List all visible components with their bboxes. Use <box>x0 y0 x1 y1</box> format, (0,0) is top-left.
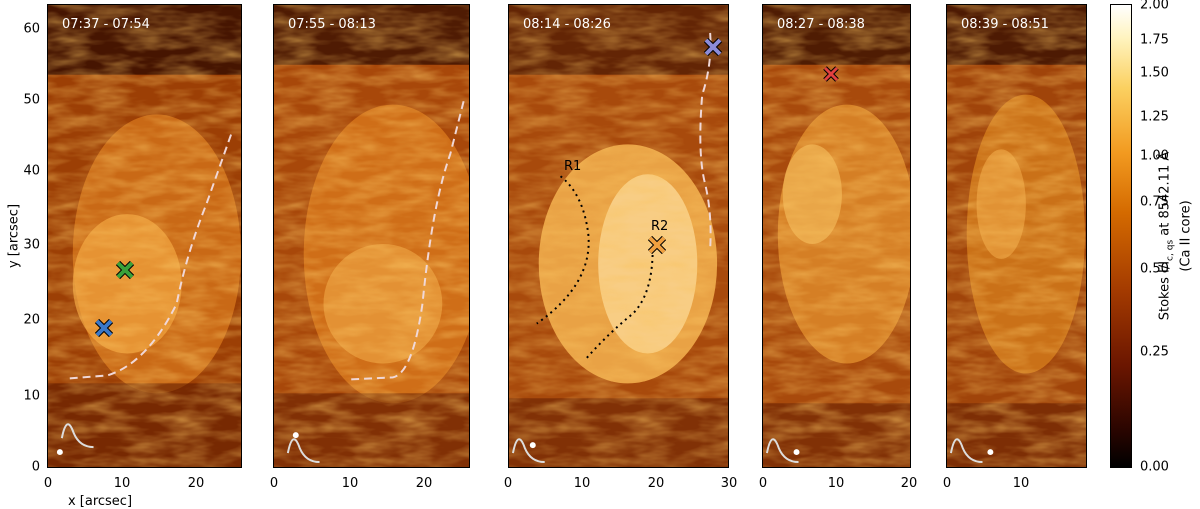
x-axis-label: x [arcsec] <box>67 494 133 509</box>
y-axis-label: y [arcsec] <box>6 203 22 269</box>
purple-x-marker <box>704 38 722 56</box>
x-tick: 0 <box>503 476 513 491</box>
x-tick: 20 <box>187 476 205 491</box>
x-tick: 20 <box>415 476 433 491</box>
x-tick: 0 <box>758 476 768 491</box>
colorbar <box>1110 4 1132 468</box>
red-x-marker <box>823 66 839 82</box>
blue-x-marker <box>95 319 113 337</box>
y-tick: 10 <box>23 388 40 404</box>
time-range-label: 07:37 - 07:54 <box>62 17 150 32</box>
colorbar-label-subscript: c, qs <box>1165 239 1176 261</box>
colorbar-tick: 0.75 <box>1140 194 1169 210</box>
colorbar-tick: 1.25 <box>1140 109 1169 125</box>
x-tick: 10 <box>113 476 131 491</box>
colorbar-tick: 0.50 <box>1140 261 1169 277</box>
colorbar-tick: 1.50 <box>1140 65 1169 81</box>
x-tick: 10 <box>827 476 845 491</box>
x-tick: 20 <box>647 476 665 491</box>
image-panel-3: R1 R2 08:14 - 08:26 <box>508 4 729 468</box>
solar-image <box>947 5 1086 467</box>
solar-image <box>763 5 910 467</box>
x-tick: 0 <box>269 476 279 491</box>
x-tick: 10 <box>1012 476 1030 491</box>
image-panel-5: 08:39 - 08:51 <box>946 4 1087 468</box>
colorbar-tick: 1.00 <box>1140 148 1169 164</box>
colorbar-label-line2: (Ca II core) <box>1178 200 1194 272</box>
y-tick: 40 <box>23 163 40 179</box>
y-tick: 60 <box>23 21 40 37</box>
y-tick: 0 <box>31 459 40 475</box>
x-tick: 10 <box>573 476 591 491</box>
region-r1-label: R1 <box>564 159 582 174</box>
x-tick: 0 <box>43 476 53 491</box>
colorbar-tick: 1.75 <box>1140 32 1169 48</box>
y-tick: 20 <box>23 312 40 328</box>
solar-image <box>48 5 241 467</box>
colorbar-label-wavelength: at 8542.11 Å <box>1157 151 1173 240</box>
image-panel-4: 08:27 - 08:38 <box>762 4 911 468</box>
x-tick: 10 <box>341 476 359 491</box>
x-tick: 30 <box>720 476 738 491</box>
colorbar-tick: 2.00 <box>1140 0 1169 13</box>
x-tick: 20 <box>900 476 918 491</box>
colorbar-tick: 0.25 <box>1140 344 1169 360</box>
colorbar-tick: 0.00 <box>1140 459 1169 475</box>
image-panel-1: 07:37 - 07:54 <box>47 4 242 468</box>
y-tick: 50 <box>23 92 40 108</box>
image-panel-2: 07:55 - 08:13 <box>273 4 470 468</box>
solar-image <box>509 5 728 467</box>
time-range-label: 07:55 - 08:13 <box>288 17 376 32</box>
solar-image <box>274 5 469 467</box>
time-range-label: 08:14 - 08:26 <box>523 17 611 32</box>
y-tick: 30 <box>23 237 40 253</box>
colorbar-label: Stokes I/Ic, qs at 8542.11 Å (Ca II core… <box>1158 152 1195 321</box>
time-range-label: 08:27 - 08:38 <box>777 17 865 32</box>
colorbar-label-main: Stokes I/I <box>1157 260 1173 321</box>
region-r2-label: R2 <box>651 219 669 234</box>
green-x-marker <box>116 261 134 279</box>
x-tick: 0 <box>942 476 952 491</box>
orange-x-marker <box>648 236 666 254</box>
time-range-label: 08:39 - 08:51 <box>961 17 1049 32</box>
